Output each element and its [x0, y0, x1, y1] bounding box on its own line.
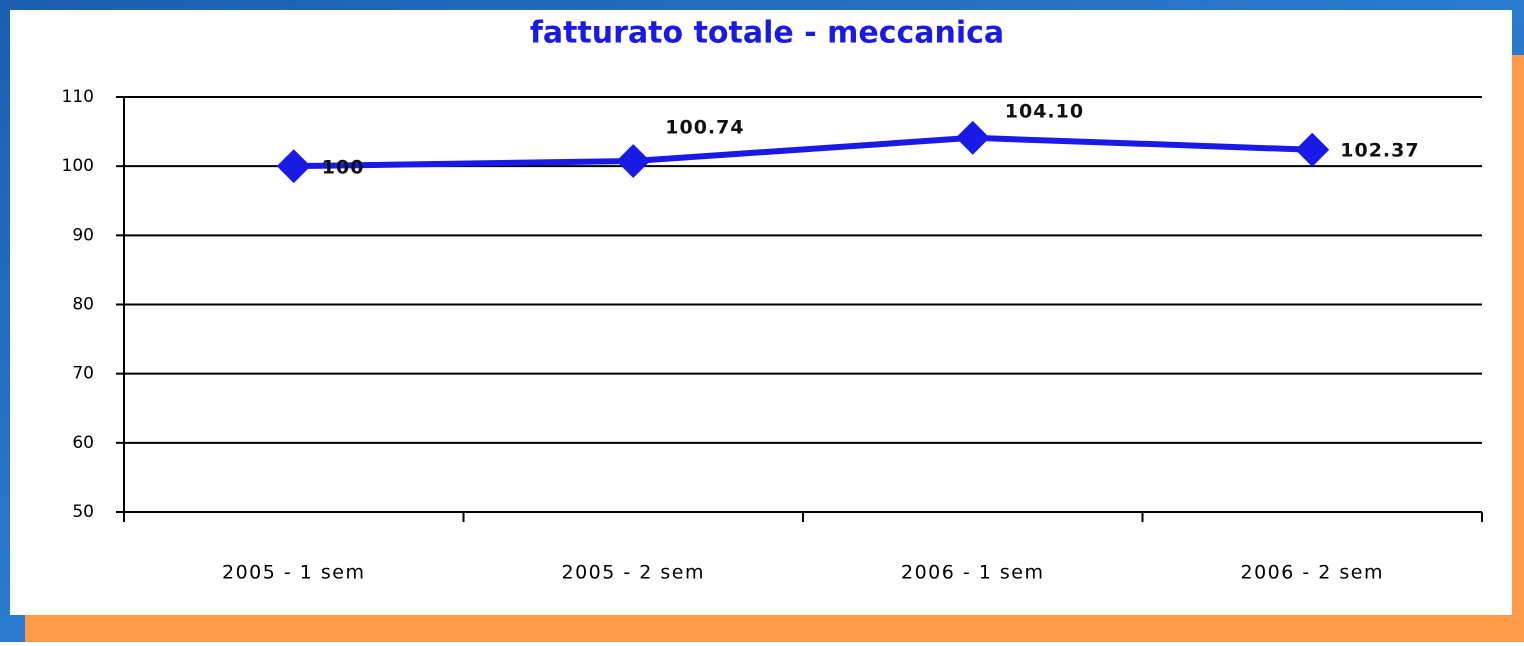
marker: [1295, 132, 1330, 167]
data-label: 104.10: [1005, 100, 1084, 122]
y-tick-label: 90: [72, 225, 94, 245]
y-tick-label: 50: [72, 502, 94, 522]
chart-panel: [10, 10, 1512, 615]
data-label: 102.37: [1340, 139, 1419, 161]
orange-strip: [1512, 55, 1524, 642]
data-label: 100: [322, 157, 365, 179]
marker: [955, 120, 990, 155]
orange-bar: [25, 615, 1524, 642]
y-tick-label: 110: [62, 87, 94, 107]
y-tick-label: 100: [62, 156, 94, 176]
y-tick-label: 70: [72, 364, 94, 384]
x-tick-label: 2005 - 2 sem: [561, 562, 705, 584]
chart-title: fatturato totale - meccanica: [530, 16, 1004, 51]
marker: [616, 144, 651, 179]
y-tick-label: 60: [72, 433, 94, 453]
x-tick-label: 2006 - 1 sem: [901, 562, 1045, 584]
y-tick-label: 80: [72, 295, 94, 315]
line-series: [293, 134, 1313, 170]
x-tick-label: 2006 - 2 sem: [1240, 562, 1384, 584]
data-label: 100.74: [665, 117, 744, 139]
marker: [276, 149, 311, 184]
x-tick-label: 2005 - 1 sem: [222, 562, 366, 584]
